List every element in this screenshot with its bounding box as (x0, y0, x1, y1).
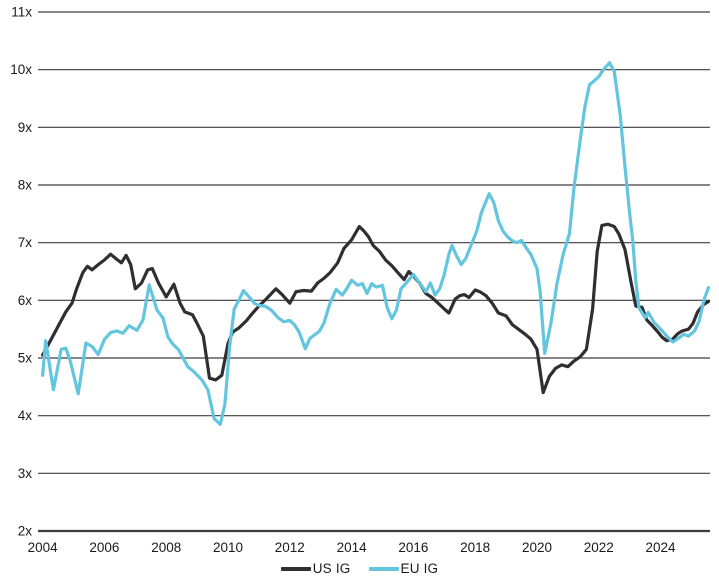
y-axis-label: 10x (10, 62, 32, 77)
series-line-us-ig (40, 222, 711, 395)
y-axis-label: 5x (18, 351, 33, 366)
series-line-eu-ig (40, 61, 711, 426)
x-axis-label: 2008 (151, 540, 181, 555)
y-axis-label: 7x (18, 235, 33, 250)
x-axis-label: 2018 (460, 540, 490, 555)
legend-item-eu-ig: EU IG (368, 561, 439, 576)
x-axis-label: 2004 (28, 540, 59, 555)
eu-ig-line-swatch (368, 566, 399, 571)
y-axis-label: 2x (18, 524, 33, 539)
us-ig-line-swatch (280, 566, 311, 571)
x-axis-label: 2024 (646, 540, 677, 555)
x-axis-label: 2012 (275, 540, 305, 555)
legend-label-eu-ig: EU IG (400, 561, 439, 576)
x-axis-label: 2006 (89, 540, 119, 555)
x-axis-label: 2022 (584, 540, 614, 555)
y-axis-label: 11x (11, 5, 32, 20)
x-axis-label: 2016 (398, 540, 428, 555)
line-chart: 2x 3x 4x 5x 6x 7x 8x 9x 10x 11x 2004 2006 2008 2010 20… (10, 5, 711, 555)
y-axis-label: 8x (18, 178, 33, 193)
legend-item-us-ig: US IG (280, 561, 351, 576)
chart-legend: US IG EU IG (0, 561, 719, 576)
x-axis-label: 2014 (337, 540, 368, 555)
x-axis-label: 2020 (522, 540, 552, 555)
legend-label-us-ig: US IG (312, 561, 351, 576)
y-axis-label: 3x (18, 466, 33, 481)
y-axis-label: 9x (18, 120, 33, 135)
y-axis-label: 4x (18, 408, 33, 423)
y-axis-label: 6x (18, 293, 33, 308)
x-axis-label: 2010 (213, 540, 243, 555)
